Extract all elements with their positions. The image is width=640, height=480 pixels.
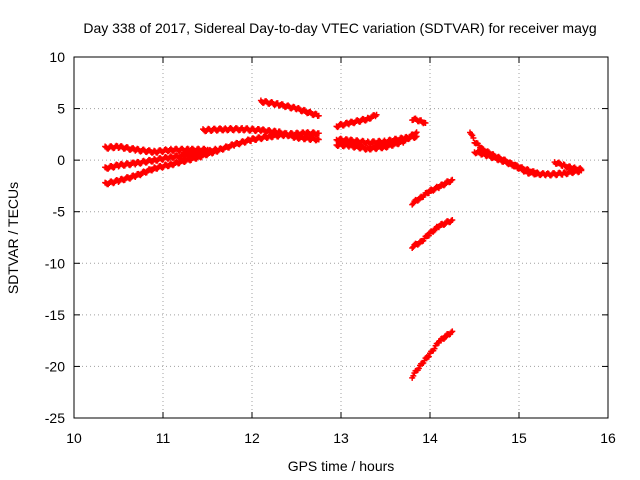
x-axis-label: GPS time / hours <box>288 458 395 474</box>
data-series-arc14 <box>471 148 540 178</box>
data-series-arc6 <box>333 111 380 131</box>
data-point-markers <box>200 125 322 144</box>
y-tick-label: -5 <box>53 204 66 220</box>
x-tick-label: 12 <box>244 430 260 446</box>
y-tick-label: -20 <box>45 358 65 374</box>
y-tick-label: 0 <box>57 152 65 168</box>
x-tick-label: 10 <box>66 430 82 446</box>
data-series-arc12 <box>409 328 456 381</box>
data-point-markers <box>409 217 456 251</box>
data-series-arc10 <box>409 176 456 208</box>
data-series-arc15 <box>551 159 585 173</box>
y-tick-label: -25 <box>45 410 65 426</box>
data-point-markers <box>409 115 429 127</box>
y-tick-label: 10 <box>49 49 65 65</box>
x-tick-label: 16 <box>600 430 616 446</box>
data-series-arc11 <box>409 217 456 251</box>
grid <box>74 57 608 418</box>
data-point-markers <box>551 159 585 173</box>
data-series-arc4 <box>200 125 322 144</box>
data-point-markers <box>471 148 540 178</box>
data-point-markers <box>333 129 420 153</box>
x-tick-label: 11 <box>156 430 171 446</box>
data-series-arc1 <box>102 142 211 156</box>
y-tick-label: -10 <box>45 255 65 271</box>
data-series-arc5 <box>257 97 322 119</box>
axis-ticks: 10 11 12 13 14 15 16 10 5 0 -5 -10 -15 -20 -25 <box>45 49 616 446</box>
data-series-arc9 <box>409 115 429 127</box>
data-marks <box>102 97 585 381</box>
plot-frame <box>73 56 609 419</box>
data-series-arc3 <box>102 129 322 188</box>
data-series-arc8 <box>333 129 420 153</box>
chart-title: Day 338 of 2017, Sidereal Day-to-day VTE… <box>83 20 596 36</box>
data-point-markers <box>102 142 211 156</box>
data-point-markers <box>333 111 380 131</box>
data-point-markers <box>257 97 322 119</box>
x-tick-label: 15 <box>511 430 527 446</box>
y-tick-label: -15 <box>45 307 65 323</box>
y-axis-label: SDTVAR / TECUs <box>5 182 21 294</box>
data-point-markers <box>102 129 322 188</box>
x-tick-label: 14 <box>422 430 438 446</box>
y-tick-label: 5 <box>57 101 65 117</box>
data-point-markers <box>409 328 456 381</box>
data-point-markers <box>409 176 456 208</box>
x-tick-label: 13 <box>333 430 349 446</box>
